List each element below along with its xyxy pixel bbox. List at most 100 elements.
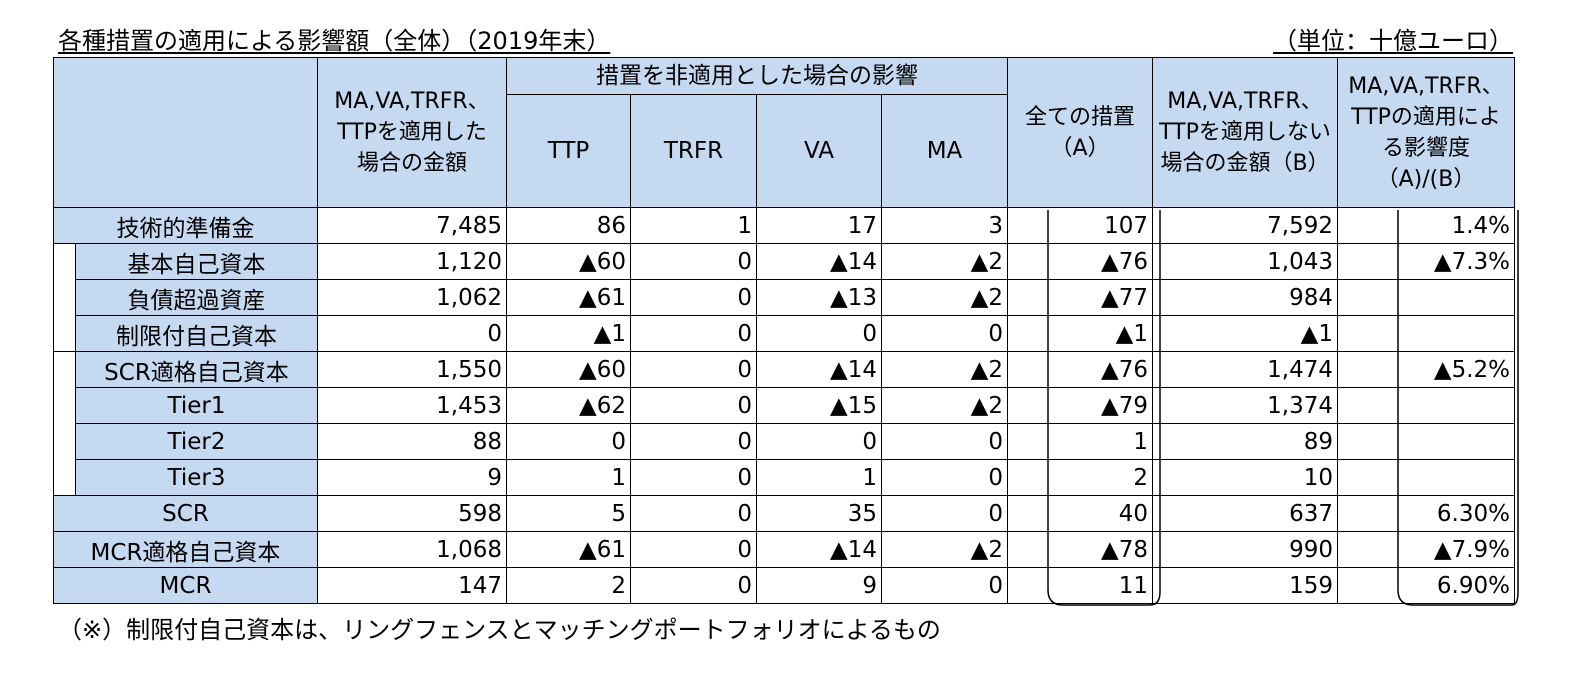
table-row: Tier1 1,453 ▲62 0 ▲15 ▲2 ▲79 1,374 (53, 387, 1515, 424)
cell-not-applied: 1,043 (1152, 243, 1338, 280)
cell-trfr: 0 (630, 387, 757, 424)
cell-ttp: ▲60 (506, 351, 631, 388)
cell-trfr: 0 (630, 531, 757, 568)
cell-ttp: 1 (506, 459, 631, 496)
unit-label: （単位：十億ユーロ） (1273, 27, 1513, 55)
cell-not-applied: 89 (1152, 423, 1338, 460)
cell-ttp: 5 (506, 495, 631, 532)
cell-va: ▲13 (756, 279, 882, 316)
cell-va: 0 (756, 423, 882, 460)
header-corner (53, 57, 318, 208)
header-applied: MA,VA,TRFR、TTPを適用した場合の金額 (317, 57, 507, 208)
cell-ratio: ▲7.9% (1337, 531, 1515, 568)
cell-ma: 0 (881, 495, 1008, 532)
header-ttp: TTP (506, 94, 631, 208)
cell-va: 17 (756, 207, 882, 244)
cell-not-applied: 1,374 (1152, 387, 1338, 424)
header-all-measures: 全ての措置（A） (1007, 57, 1153, 208)
table-row: Tier2 88 0 0 0 0 1 89 (53, 423, 1515, 460)
cell-va: 35 (756, 495, 882, 532)
indent-spacer (53, 315, 76, 352)
cell-ratio: 6.90% (1337, 567, 1515, 604)
cell-trfr: 0 (630, 315, 757, 352)
cell-va: 1 (756, 459, 882, 496)
cell-applied: 1,453 (317, 387, 507, 424)
cell-ma: 0 (881, 423, 1008, 460)
cell-applied: 1,068 (317, 531, 507, 568)
indent-spacer (53, 387, 76, 424)
cell-ratio (1337, 279, 1515, 316)
cell-not-applied: 7,592 (1152, 207, 1338, 244)
cell-not-applied: 10 (1152, 459, 1338, 496)
cell-all: 11 (1007, 567, 1153, 604)
cell-ttp: ▲60 (506, 243, 631, 280)
header-va: VA (756, 94, 882, 208)
indent-spacer (53, 279, 76, 316)
cell-ttp: ▲61 (506, 531, 631, 568)
cell-trfr: 1 (630, 207, 757, 244)
cell-applied: 1,062 (317, 279, 507, 316)
cell-ma: 0 (881, 567, 1008, 604)
cell-trfr: 0 (630, 459, 757, 496)
cell-trfr: 0 (630, 423, 757, 460)
cell-va: ▲14 (756, 351, 882, 388)
row-label: 技術的準備金 (53, 207, 318, 244)
header-group: 措置を非適用とした場合の影響 (506, 57, 1008, 95)
cell-all: ▲78 (1007, 531, 1153, 568)
cell-va: ▲14 (756, 243, 882, 280)
row-label: Tier3 (75, 459, 318, 496)
cell-va: 0 (756, 315, 882, 352)
cell-all: 107 (1007, 207, 1153, 244)
table-row: Tier3 9 1 0 1 0 2 10 (53, 459, 1515, 496)
cell-ratio (1337, 387, 1515, 424)
cell-ratio: ▲7.3% (1337, 243, 1515, 280)
cell-ma: ▲2 (881, 279, 1008, 316)
impact-table: MA,VA,TRFR、TTPを適用した場合の金額 措置を非適用とした場合の影響 … (53, 57, 1515, 604)
cell-applied: 9 (317, 459, 507, 496)
header-trfr: TRFR (630, 94, 757, 208)
table-row: SCR 598 5 0 35 0 40 637 6.30% (53, 495, 1515, 532)
cell-all: 1 (1007, 423, 1153, 460)
row-label: Tier1 (75, 387, 318, 424)
cell-all: ▲79 (1007, 387, 1153, 424)
cell-ttp: 86 (506, 207, 631, 244)
cell-not-applied: 990 (1152, 531, 1338, 568)
row-label: SCR適格自己資本 (75, 351, 318, 388)
row-label: SCR (53, 495, 318, 532)
indent-spacer (53, 459, 76, 496)
row-label: 基本自己資本 (75, 243, 318, 280)
cell-ma: ▲2 (881, 243, 1008, 280)
cell-ratio: ▲5.2% (1337, 351, 1515, 388)
cell-applied: 0 (317, 315, 507, 352)
cell-applied: 147 (317, 567, 507, 604)
cell-ma: 0 (881, 459, 1008, 496)
table-title: 各種措置の適用による影響額（全体）（2019年末） (58, 27, 611, 55)
cell-applied: 7,485 (317, 207, 507, 244)
cell-trfr: 0 (630, 279, 757, 316)
cell-not-applied: ▲1 (1152, 315, 1338, 352)
table-row: MCR 147 2 0 9 0 11 159 6.90% (53, 567, 1515, 604)
table-row: SCR適格自己資本 1,550 ▲60 0 ▲14 ▲2 ▲76 1,474 ▲… (53, 351, 1515, 388)
cell-not-applied: 1,474 (1152, 351, 1338, 388)
cell-all: ▲76 (1007, 351, 1153, 388)
indent-spacer (53, 423, 76, 460)
cell-all: 2 (1007, 459, 1153, 496)
cell-ma: 3 (881, 207, 1008, 244)
cell-applied: 1,550 (317, 351, 507, 388)
cell-trfr: 0 (630, 567, 757, 604)
cell-va: ▲15 (756, 387, 882, 424)
cell-not-applied: 637 (1152, 495, 1338, 532)
cell-ma: ▲2 (881, 531, 1008, 568)
row-label: 負債超過資産 (75, 279, 318, 316)
cell-not-applied: 159 (1152, 567, 1338, 604)
cell-applied: 1,120 (317, 243, 507, 280)
cell-ratio: 6.30% (1337, 495, 1515, 532)
cell-ma: 0 (881, 315, 1008, 352)
row-label: Tier2 (75, 423, 318, 460)
cell-ttp: 0 (506, 423, 631, 460)
cell-trfr: 0 (630, 243, 757, 280)
cell-ttp: ▲1 (506, 315, 631, 352)
cell-ratio (1337, 315, 1515, 352)
cell-all: ▲77 (1007, 279, 1153, 316)
cell-ma: ▲2 (881, 387, 1008, 424)
